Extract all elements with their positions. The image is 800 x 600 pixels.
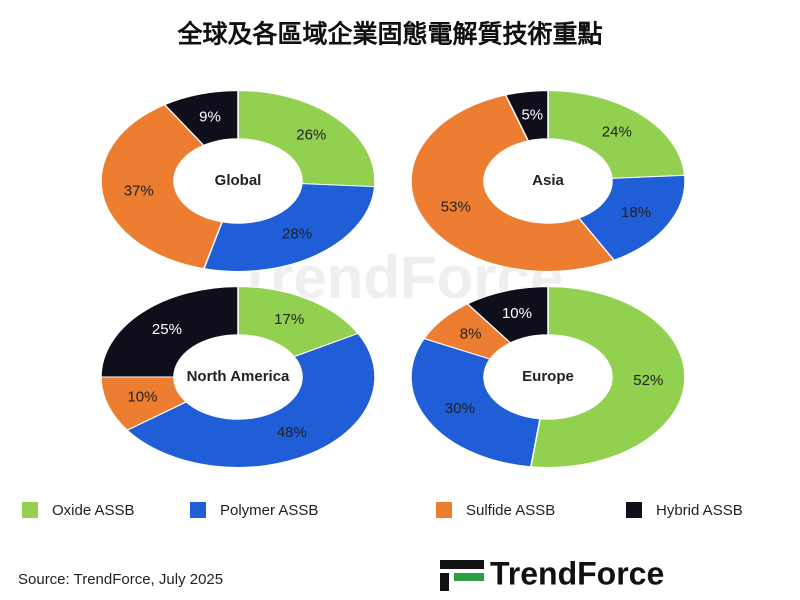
center-label: Global [215, 172, 262, 189]
logo: TrendForce [440, 555, 664, 591]
donut-segment [410, 94, 616, 272]
center-label: Europe [522, 368, 574, 385]
donut: 24% 18% 53% 5% Asia [410, 90, 686, 272]
data-label: 10% [127, 388, 157, 405]
legend-label: Oxide ASSB [52, 502, 135, 519]
data-label: 53% [441, 198, 471, 215]
donut-ring [410, 90, 686, 272]
legend-label: Hybrid ASSB [656, 502, 743, 519]
legend-label: Sulfide ASSB [466, 502, 555, 519]
donut-segment [577, 174, 686, 261]
data-label: 24% [602, 124, 632, 141]
data-label: 18% [621, 204, 651, 221]
donut-segment [547, 90, 686, 179]
donut-segment [163, 90, 239, 147]
data-label: 17% [274, 311, 304, 328]
data-label: 48% [277, 424, 307, 441]
donut: 17% 48% 10% 25% North America [100, 286, 376, 468]
data-label: 26% [296, 127, 326, 144]
donut-segment [410, 337, 541, 468]
logo-icon [440, 560, 484, 569]
donut-ring [100, 286, 376, 468]
data-label: 9% [199, 108, 221, 125]
center-label: North America [187, 368, 290, 385]
data-label: 30% [445, 400, 475, 417]
logo-icon [454, 573, 484, 581]
donut-segment [203, 183, 376, 272]
logo-text: TrendForce [490, 555, 664, 591]
data-label: 52% [633, 372, 663, 389]
legend-swatch [626, 502, 642, 518]
data-label: 37% [124, 182, 154, 199]
donut-segment [529, 286, 686, 468]
data-label: 28% [282, 226, 312, 243]
chart-title: 全球及各區域企業固態電解質技術重點 [176, 20, 602, 49]
center-label: Asia [532, 172, 564, 189]
data-label: 25% [152, 321, 182, 338]
donut-segment [466, 286, 549, 344]
donut-ring [410, 286, 686, 468]
donut-segment [237, 90, 376, 188]
data-label: 5% [521, 106, 543, 123]
donut-ring [100, 90, 376, 272]
logo-icon [440, 573, 449, 591]
legend-swatch [190, 502, 206, 518]
donut-segment [504, 90, 549, 142]
donut: 26% 28% 37% 9% Global [100, 90, 376, 272]
legend-label: Polymer ASSB [220, 502, 318, 519]
data-label: 10% [502, 305, 532, 322]
source: Source: TrendForce, July 2025 [18, 571, 223, 588]
legend-swatch [436, 502, 452, 518]
donut-segment [100, 103, 223, 270]
donut-segment [100, 286, 239, 378]
data-label: 8% [460, 326, 482, 343]
donut: 52% 30% 8% 10% Europe [410, 286, 686, 468]
donut-segment [126, 332, 376, 468]
legend-swatch [22, 502, 38, 518]
